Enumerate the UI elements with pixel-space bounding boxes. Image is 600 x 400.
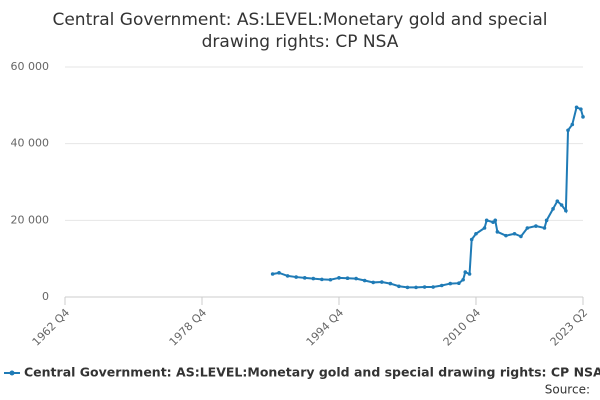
y-tick-label: 20 000 — [11, 213, 50, 226]
legend-marker — [9, 370, 15, 376]
chart-title: Central Government: AS:LEVEL:Monetary go… — [52, 10, 547, 52]
point — [345, 276, 350, 281]
series-line — [272, 105, 584, 289]
point — [354, 276, 358, 281]
point — [579, 107, 583, 111]
point — [469, 237, 474, 242]
point — [371, 280, 376, 285]
point — [431, 285, 435, 289]
point — [311, 276, 316, 281]
point — [362, 278, 367, 283]
point — [493, 218, 498, 223]
point — [270, 272, 275, 276]
point — [467, 272, 472, 276]
point — [285, 274, 290, 278]
point — [474, 231, 478, 236]
point — [564, 208, 568, 213]
point — [463, 270, 468, 274]
point — [320, 277, 324, 282]
point — [544, 218, 549, 223]
point — [542, 226, 547, 230]
point — [379, 280, 384, 284]
legend-label: Central Government: AS:LEVEL:Monetary go… — [24, 365, 600, 380]
point — [512, 231, 517, 236]
point — [566, 128, 570, 133]
point — [581, 115, 585, 119]
point — [294, 275, 298, 279]
source: Source: — [545, 383, 590, 397]
y-tick-label: 0 — [42, 290, 49, 303]
point — [484, 218, 489, 223]
point — [422, 285, 427, 289]
point — [388, 281, 393, 286]
point — [482, 226, 487, 230]
point — [495, 230, 500, 234]
point — [439, 283, 444, 288]
point — [519, 234, 523, 239]
point — [337, 276, 341, 280]
point — [457, 281, 461, 286]
point — [461, 277, 465, 282]
x-tick-label: 2010 Q4 — [441, 306, 484, 349]
x-tick-label: 1994 Q4 — [304, 306, 347, 349]
point — [405, 285, 410, 290]
point — [551, 207, 555, 211]
point — [277, 271, 281, 275]
point — [559, 203, 564, 207]
point — [525, 226, 530, 230]
point — [328, 277, 333, 282]
y-tick-label: 40 000 — [11, 137, 50, 150]
point — [414, 285, 418, 290]
point — [570, 122, 575, 127]
point — [534, 224, 538, 228]
x-tick-label: 2023 Q2 — [548, 306, 591, 349]
point — [397, 284, 401, 289]
point — [574, 105, 579, 110]
point — [504, 233, 508, 238]
point — [448, 281, 453, 286]
point — [555, 199, 560, 203]
point — [302, 276, 307, 280]
y-tick-label: 60 000 — [11, 60, 50, 73]
x-tick-label: 1978 Q4 — [167, 306, 210, 349]
x-tick-label: 1962 Q4 — [30, 306, 73, 349]
